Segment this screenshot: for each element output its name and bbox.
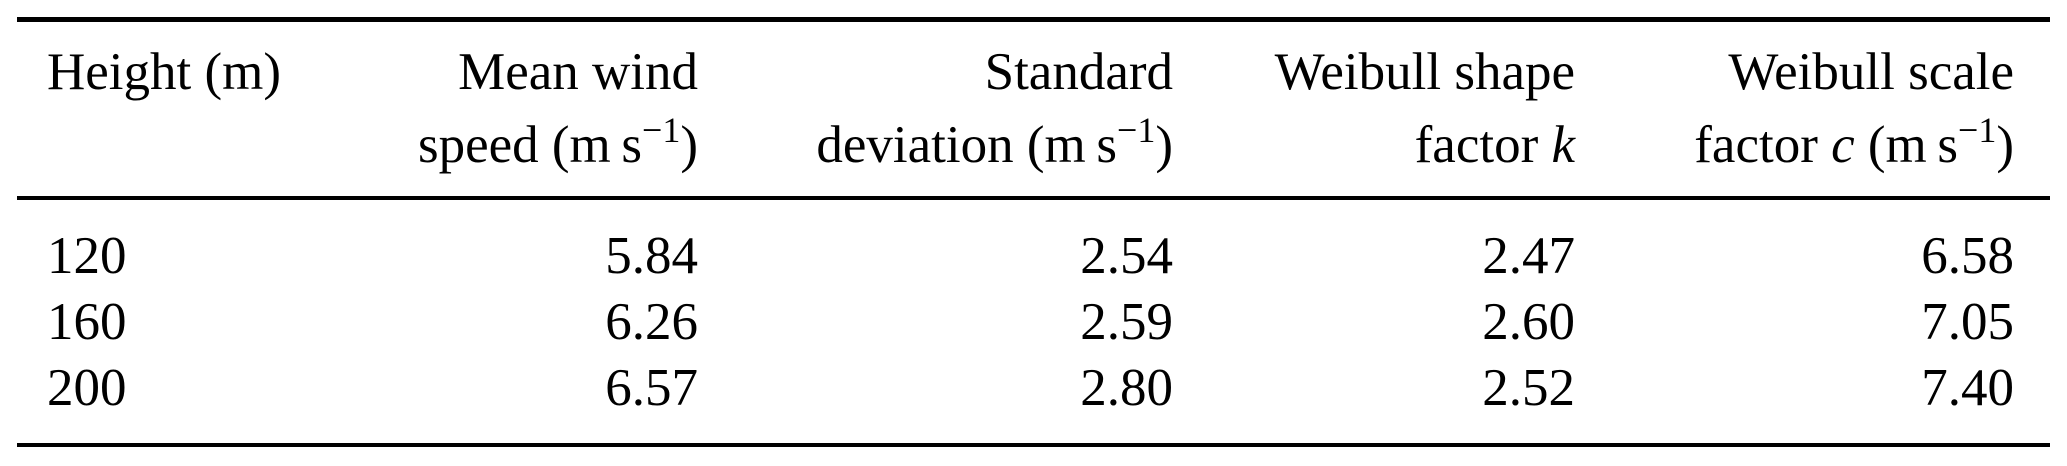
header-weibull-shape: Weibull shape factor k (1173, 36, 1575, 196)
table-header-rule (17, 196, 2050, 200)
table-cell-mean-wind-speed: 5.84 (605, 227, 698, 285)
unit-text: (m s (1854, 116, 1958, 174)
scale-factor-symbol: c (1831, 116, 1855, 174)
table-body: 120 5.84 2.54 2.47 6.58 160 6.26 2.59 2.… (17, 200, 2050, 443)
factor-label: factor (1414, 116, 1552, 174)
table-row: 160 6.26 2.59 2.60 7.05 (17, 289, 2050, 355)
header-std-line2: deviation (m s−1) (698, 109, 1173, 182)
table-cell-mean-wind-speed: 6.57 (605, 359, 698, 417)
header-scale-line1: Weibull scale (1728, 43, 2014, 101)
table-top-rule (17, 17, 2050, 22)
header-mean-wind-line1: Mean wind (458, 43, 698, 101)
header-shape-line1: Weibull shape (1274, 43, 1575, 101)
unit-close-paren: ) (1155, 116, 1173, 174)
table-cell-scale-c: 6.58 (1921, 227, 2014, 285)
table-row: 200 6.57 2.80 2.52 7.40 (17, 355, 2050, 421)
unit-close-paren: ) (1996, 116, 2014, 174)
header-std-line1: Standard (984, 43, 1173, 101)
wind-statistics-table: Height (m) Mean wind speed (m s−1) Stand… (17, 17, 2050, 447)
header-scale-line2: factor c (m s−1) (1575, 109, 2014, 182)
unit-superscript: −1 (642, 110, 681, 151)
header-height: Height (m) (17, 36, 317, 196)
table-cell-height: 200 (47, 359, 127, 417)
table-header-row: Height (m) Mean wind speed (m s−1) Stand… (17, 22, 2050, 196)
table-cell-height: 120 (47, 227, 127, 285)
table-row: 120 5.84 2.54 2.47 6.58 (17, 223, 2050, 289)
table-cell-shape-k: 2.60 (1482, 293, 1575, 351)
unit-superscript: −1 (1117, 110, 1156, 151)
unit-close-paren: ) (680, 116, 698, 174)
unit-superscript: −1 (1958, 110, 1997, 151)
shape-factor-symbol: k (1551, 116, 1575, 174)
header-mean-wind-line2: speed (m s−1) (317, 109, 698, 182)
header-standard-deviation: Standard deviation (m s−1) (698, 36, 1173, 196)
factor-label: factor (1694, 116, 1832, 174)
header-height-line1: Height (m) (47, 43, 282, 101)
table-cell-shape-k: 2.47 (1482, 227, 1575, 285)
table-cell-scale-c: 7.05 (1921, 293, 2014, 351)
table-cell-std-dev: 2.59 (1080, 293, 1173, 351)
unit-text: deviation (m s (816, 116, 1117, 174)
table-cell-shape-k: 2.52 (1482, 359, 1575, 417)
header-mean-wind-speed: Mean wind speed (m s−1) (317, 36, 698, 196)
table-bottom-rule (17, 443, 2050, 447)
table-cell-scale-c: 7.40 (1921, 359, 2014, 417)
table-cell-mean-wind-speed: 6.26 (605, 293, 698, 351)
table-cell-std-dev: 2.80 (1080, 359, 1173, 417)
table-cell-height: 160 (47, 293, 127, 351)
unit-text: speed (m s (417, 116, 642, 174)
header-weibull-scale: Weibull scale factor c (m s−1) (1575, 36, 2050, 196)
header-shape-line2: factor k (1173, 109, 1575, 182)
table-cell-std-dev: 2.54 (1080, 227, 1173, 285)
